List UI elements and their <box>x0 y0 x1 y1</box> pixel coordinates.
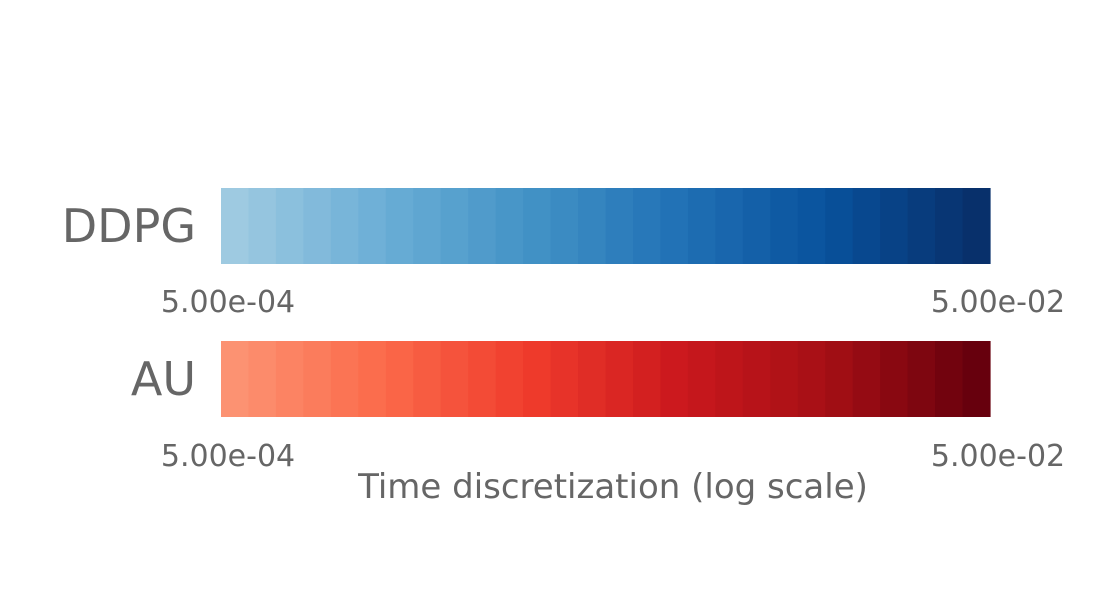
au-color-cell <box>880 341 909 417</box>
ddpg-color-cell <box>605 188 634 264</box>
au-color-cell <box>221 341 250 417</box>
au-color-cell <box>770 341 799 417</box>
au-color-cell <box>797 341 826 417</box>
x-axis-label: Time discretization (log scale) <box>357 467 868 507</box>
ddpg-color-cell <box>797 188 826 264</box>
ddpg-color-cell <box>852 188 881 264</box>
au-color-cell <box>330 341 359 417</box>
bands-group: DDPG 5.00e-04 5.00e-02 AU 5.00e-04 5.00e-02 <box>62 188 1065 474</box>
au-color-cell <box>660 341 689 417</box>
au-color-cell <box>962 341 991 417</box>
au-color-cell <box>605 341 634 417</box>
row-label-ddpg: DDPG <box>62 199 196 253</box>
au-color-cell <box>715 341 744 417</box>
au-color-cell <box>523 341 552 417</box>
au-color-cell <box>852 341 881 417</box>
ddpg-color-cell <box>687 188 716 264</box>
au-color-cell <box>578 341 607 417</box>
au-color-cell <box>687 341 716 417</box>
ddpg-tick-min: 5.00e-04 <box>161 285 295 320</box>
au-color-cell <box>303 341 332 417</box>
au-color-cell <box>632 341 662 417</box>
au-color-cell <box>495 341 524 417</box>
ddpg-color-cell <box>468 188 497 264</box>
au-color-cell <box>742 341 771 417</box>
ddpg-color-cell <box>660 188 689 264</box>
ddpg-color-cell <box>880 188 909 264</box>
ddpg-color-cell <box>275 188 304 264</box>
au-color-cell <box>907 341 936 417</box>
au-color-cell <box>935 341 964 417</box>
ddpg-color-cell <box>742 188 771 264</box>
ddpg-tick-max: 5.00e-02 <box>931 285 1065 320</box>
ddpg-color-cell <box>440 188 469 264</box>
au-color-cell <box>385 341 414 417</box>
ddpg-color-cell <box>495 188 524 264</box>
au-color-cell <box>413 341 442 417</box>
ddpg-color-cell <box>358 188 387 264</box>
ddpg-color-cell <box>385 188 414 264</box>
ddpg-color-cell <box>632 188 662 264</box>
au-color-cell <box>440 341 469 417</box>
au-color-cell <box>275 341 304 417</box>
au-color-cell <box>358 341 387 417</box>
ddpg-color-cell <box>248 188 277 264</box>
ddpg-color-cell <box>413 188 442 264</box>
ddpg-color-cell <box>303 188 332 264</box>
ddpg-color-cell <box>825 188 854 264</box>
au-color-cell <box>248 341 277 417</box>
ddpg-color-cell <box>578 188 607 264</box>
ddpg-color-cell <box>935 188 964 264</box>
ddpg-color-cell <box>330 188 359 264</box>
ddpg-color-cell <box>907 188 936 264</box>
ddpg-color-cell <box>550 188 579 264</box>
ddpg-color-cell <box>715 188 744 264</box>
ddpg-color-cell <box>962 188 991 264</box>
ddpg-color-cell <box>221 188 250 264</box>
au-color-cell <box>468 341 497 417</box>
row-label-au: AU <box>131 352 196 406</box>
au-color-cell <box>550 341 579 417</box>
au-color-cell <box>825 341 854 417</box>
au-tick-max: 5.00e-02 <box>931 439 1065 474</box>
ddpg-color-cell <box>523 188 552 264</box>
au-tick-min: 5.00e-04 <box>161 439 295 474</box>
ddpg-color-cell <box>770 188 799 264</box>
